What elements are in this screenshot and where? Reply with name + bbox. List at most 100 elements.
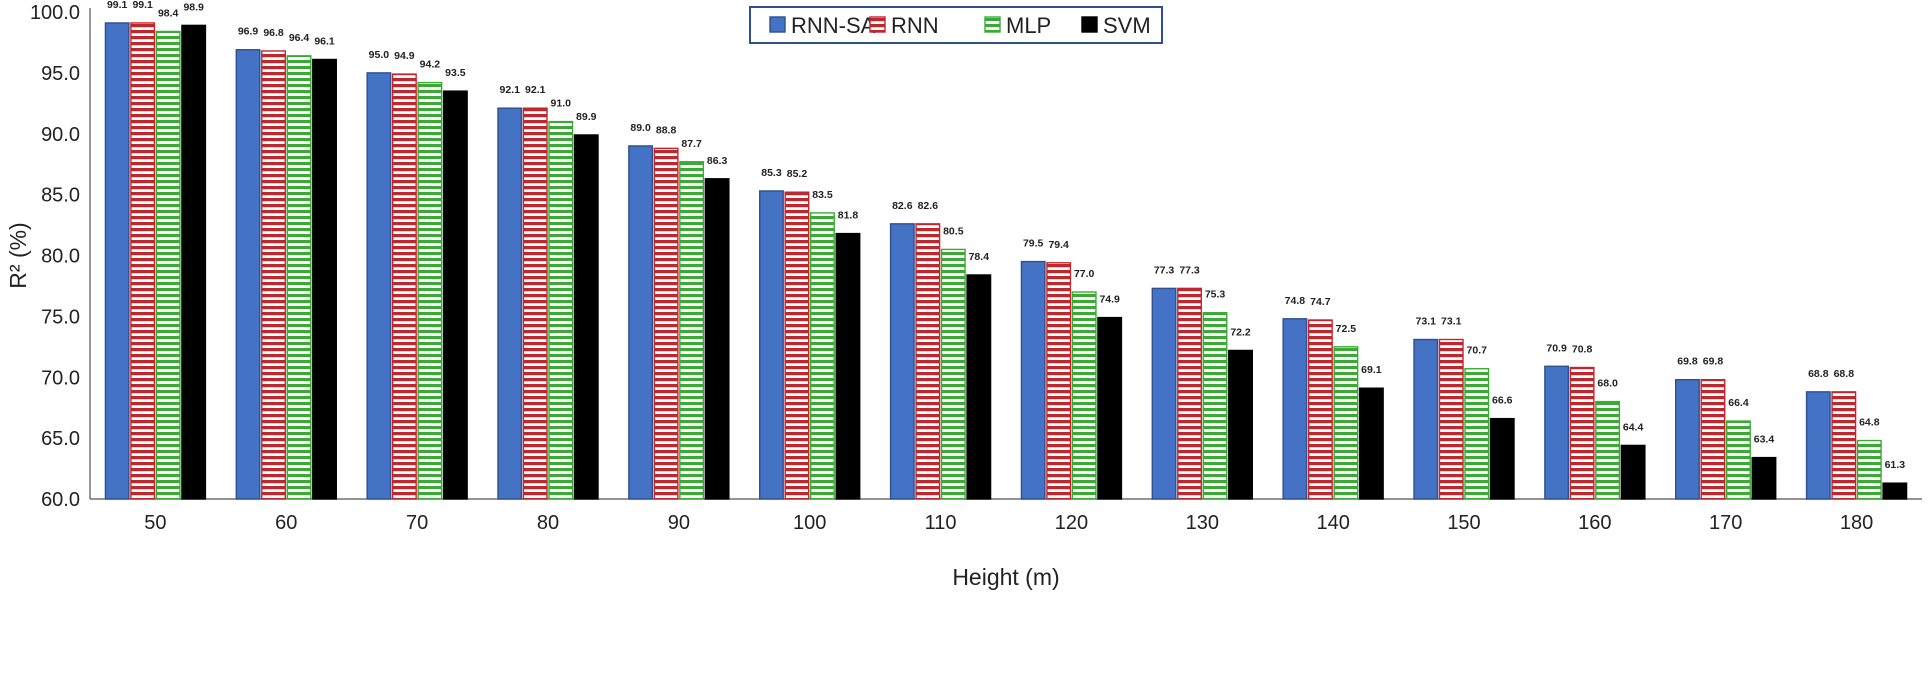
bar-svm [835, 232, 861, 500]
bar-rnn-sa [1544, 365, 1570, 500]
bar-mlp [1856, 439, 1882, 500]
data-label: 68.8 [1808, 368, 1829, 380]
bar-svm [1751, 456, 1777, 500]
y-tick-label: 100.0 [30, 2, 80, 24]
legend-svm-label: SVM [1103, 13, 1151, 38]
legend-mlp-swatch [984, 16, 1001, 33]
bar-svm [1097, 316, 1123, 500]
data-label: 89.9 [576, 111, 597, 123]
bar-svm [1882, 482, 1908, 500]
x-tick-label: 110 [925, 512, 957, 534]
x-tick-label: 140 [1316, 512, 1349, 534]
data-label: 93.5 [445, 67, 466, 79]
bar-rnn [1177, 287, 1202, 500]
data-label: 96.4 [289, 32, 310, 44]
bar-rnn-sa [1805, 391, 1831, 500]
y-axis-title: R² (%) [5, 222, 31, 288]
y-tick-label: 60.0 [41, 489, 80, 511]
data-label: 72.5 [1336, 323, 1357, 335]
bar-rnn [130, 22, 156, 500]
data-label: 81.8 [838, 210, 859, 222]
data-label: 88.8 [656, 124, 677, 136]
bar-mlp [940, 248, 966, 500]
bar-rnn-sa [759, 190, 784, 500]
y-tick-label: 85.0 [41, 185, 80, 207]
bar-svm [1228, 349, 1253, 500]
data-label: 73.1 [1441, 316, 1462, 328]
data-label: 70.7 [1467, 345, 1488, 357]
data-label: 77.3 [1179, 264, 1200, 276]
bar-mlp [1071, 291, 1097, 500]
data-label: 96.1 [314, 35, 335, 47]
legend: RNN-SA RNN MLP SVM [749, 6, 1163, 44]
legend-svm-swatch [1081, 16, 1098, 33]
bar-rnn [1831, 391, 1857, 500]
data-label: 79.4 [1048, 239, 1069, 251]
bar-mlp [679, 161, 705, 500]
y-tick-label: 90.0 [41, 124, 80, 146]
x-tick-label: 120 [1055, 512, 1088, 534]
bar-rnn [1046, 262, 1072, 500]
data-label: 70.9 [1546, 342, 1567, 354]
data-label: 74.7 [1310, 296, 1331, 308]
legend-rnn-label: RNN [891, 13, 939, 38]
data-label: 85.3 [761, 167, 782, 179]
bar-rnn-sa [628, 145, 654, 500]
data-label: 69.8 [1703, 356, 1724, 368]
data-label: 91.0 [551, 98, 572, 110]
bar-svm [312, 58, 337, 500]
legend-rnn-sa-swatch [769, 16, 786, 33]
bar-rnn-sa [1413, 338, 1439, 500]
bar-rnn [1438, 338, 1464, 500]
bar-rnn-sa [104, 22, 130, 500]
bar-rnn [1700, 378, 1726, 500]
data-label: 94.9 [394, 50, 415, 62]
data-label: 77.0 [1074, 268, 1095, 280]
data-label: 72.2 [1230, 326, 1251, 338]
data-label: 86.3 [707, 155, 728, 167]
data-label: 94.2 [420, 59, 441, 71]
x-tick-label: 70 [406, 512, 428, 534]
bar-rnn [653, 147, 679, 500]
x-tick-label: 180 [1840, 512, 1873, 534]
data-labels: 99.1 99.1 98.4 98.9 96.9 96.8 96.4 96.1 95.0 94.9… [107, 0, 1905, 471]
data-label: 73.1 [1416, 316, 1437, 328]
y-tick-label: 80.0 [41, 246, 80, 268]
bar-rnn [1307, 319, 1333, 500]
bar-mlp [548, 120, 574, 500]
bar-rnn-sa [235, 49, 261, 500]
bar-svm [704, 178, 730, 500]
y-tick-label: 70.0 [41, 367, 80, 389]
data-label: 66.6 [1492, 395, 1513, 407]
bar-rnn-sa [366, 72, 392, 500]
bar-mlp [286, 55, 312, 500]
axes: 60.0 65.0 70.0 75.0 80.0 85.0 90.0 95.0 100.0 50 6… [30, 2, 1922, 534]
y-tick-label: 95.0 [41, 63, 80, 85]
data-label: 80.5 [943, 225, 964, 237]
data-label: 99.1 [132, 0, 153, 11]
data-label: 64.4 [1623, 421, 1644, 433]
data-label: 79.5 [1023, 238, 1044, 250]
data-label: 98.9 [183, 1, 204, 13]
data-label: 95.0 [369, 49, 390, 61]
bar-svm [1489, 417, 1515, 500]
bar-rnn-sa [497, 107, 523, 500]
x-tick-label: 160 [1578, 512, 1611, 534]
data-label: 68.8 [1834, 368, 1855, 380]
data-label: 64.8 [1859, 417, 1880, 429]
bar-rnn [391, 73, 417, 500]
bar-mlp [1595, 400, 1621, 500]
data-label: 66.4 [1728, 397, 1749, 409]
bar-svm [573, 134, 599, 500]
y-tick-label: 75.0 [41, 306, 80, 328]
bar-svm [1620, 444, 1646, 500]
bar-mlp [1333, 346, 1359, 500]
data-label: 74.9 [1099, 294, 1120, 306]
bar-rnn [915, 223, 941, 500]
bar-mlp [417, 81, 443, 500]
data-label: 98.4 [158, 7, 179, 19]
x-tick-label: 150 [1447, 512, 1480, 534]
data-label: 89.0 [630, 122, 651, 134]
bar-mlp [1464, 368, 1490, 500]
